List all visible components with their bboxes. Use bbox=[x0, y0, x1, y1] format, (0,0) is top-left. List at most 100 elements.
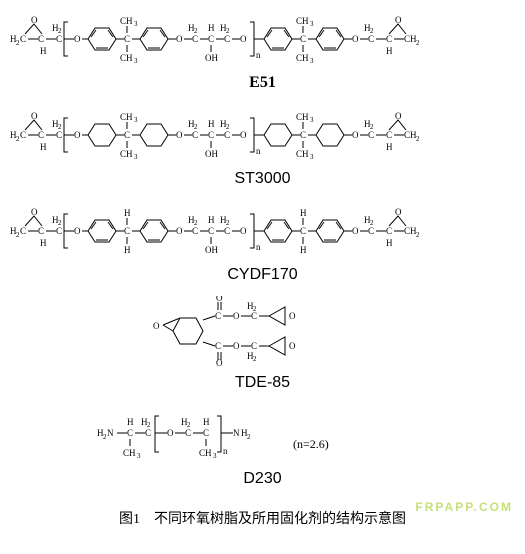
svg-text:O: O bbox=[352, 130, 359, 140]
structure-st3000: H2 C CH O CH2 O C CH3 CH3 O CH2 CH OH CH… bbox=[8, 104, 517, 162]
svg-text:O: O bbox=[176, 130, 183, 140]
svg-text:O: O bbox=[395, 207, 402, 217]
svg-text:C: C bbox=[224, 226, 230, 236]
svg-text:C: C bbox=[56, 34, 62, 44]
svg-text:H: H bbox=[124, 245, 131, 255]
svg-text:3: 3 bbox=[134, 153, 138, 161]
svg-text:n: n bbox=[256, 146, 261, 156]
svg-text:C: C bbox=[300, 226, 306, 236]
svg-text:2: 2 bbox=[226, 27, 230, 35]
svg-text:C: C bbox=[38, 34, 44, 44]
svg-text:O: O bbox=[352, 34, 359, 44]
svg-text:O: O bbox=[233, 311, 240, 321]
svg-text:C: C bbox=[368, 226, 374, 236]
svg-text:O: O bbox=[74, 34, 81, 44]
svg-text:C: C bbox=[38, 130, 44, 140]
svg-text:O: O bbox=[74, 226, 81, 236]
svg-text:CH: CH bbox=[120, 53, 133, 63]
svg-text:CH: CH bbox=[296, 149, 309, 159]
svg-text:C: C bbox=[56, 226, 62, 236]
svg-text:C: C bbox=[124, 34, 130, 44]
svg-text:2: 2 bbox=[370, 123, 374, 131]
svg-text:C: C bbox=[192, 130, 198, 140]
svg-text:H: H bbox=[124, 208, 131, 218]
svg-text:O: O bbox=[240, 34, 247, 44]
svg-text:2: 2 bbox=[226, 123, 230, 131]
svg-text:O: O bbox=[240, 130, 247, 140]
label-st3000: ST3000 bbox=[8, 170, 517, 188]
svg-text:2: 2 bbox=[247, 433, 251, 441]
structure-cydf170-svg: H2 C CH O CH2 O C H H O CH2 CH OH CH2 bbox=[8, 200, 518, 258]
svg-text:H: H bbox=[386, 142, 393, 152]
svg-text:2: 2 bbox=[58, 219, 62, 227]
svg-text:H: H bbox=[208, 23, 215, 33]
svg-text:C: C bbox=[124, 130, 130, 140]
svg-text:H: H bbox=[40, 142, 47, 152]
svg-text:O: O bbox=[31, 207, 38, 217]
svg-text:O: O bbox=[395, 15, 402, 25]
svg-text:3: 3 bbox=[137, 452, 141, 460]
svg-text:CH: CH bbox=[199, 448, 212, 458]
structure-d230: H2N CH CH3 CH2 O CH2 CH CH3 n NH2 (n=2.6… bbox=[8, 404, 517, 462]
svg-text:C: C bbox=[215, 341, 221, 351]
svg-text:OH: OH bbox=[205, 245, 218, 255]
svg-text:CH: CH bbox=[296, 112, 309, 122]
svg-text:C: C bbox=[208, 34, 214, 44]
structure-e51-svg: H 2 C C H O C H2 O C CH3 CH3 bbox=[8, 8, 518, 66]
svg-text:H: H bbox=[208, 215, 215, 225]
svg-text:2: 2 bbox=[58, 123, 62, 131]
svg-text:O: O bbox=[176, 226, 183, 236]
svg-text:CH: CH bbox=[296, 16, 309, 26]
svg-text:2: 2 bbox=[253, 355, 257, 363]
watermark: FRPAPP.COM bbox=[415, 500, 513, 514]
svg-text:C: C bbox=[56, 130, 62, 140]
caption-text: 不同环氧树脂及所用固化剂的结构示意图 bbox=[154, 512, 406, 527]
svg-text:OH: OH bbox=[205, 149, 218, 159]
label-cydf170: CYDF170 bbox=[8, 266, 517, 284]
svg-text:3: 3 bbox=[134, 20, 138, 28]
svg-text:2: 2 bbox=[194, 123, 198, 131]
svg-text:3: 3 bbox=[310, 57, 314, 65]
svg-text:n: n bbox=[256, 50, 261, 60]
svg-text:2: 2 bbox=[416, 39, 420, 47]
svg-text:C: C bbox=[224, 34, 230, 44]
svg-text:C: C bbox=[300, 34, 306, 44]
svg-text:N: N bbox=[107, 428, 114, 438]
svg-text:C: C bbox=[386, 226, 392, 236]
svg-text:O: O bbox=[216, 296, 223, 303]
svg-text:H: H bbox=[208, 119, 215, 129]
svg-text:O: O bbox=[240, 226, 247, 236]
svg-text:H: H bbox=[40, 238, 47, 248]
structure-cydf170: H2 C CH O CH2 O C H H O CH2 CH OH CH2 bbox=[8, 200, 517, 258]
svg-text:O: O bbox=[167, 428, 174, 438]
svg-text:CH: CH bbox=[120, 112, 133, 122]
svg-text:C: C bbox=[368, 34, 374, 44]
caption-prefix: 图1 bbox=[119, 512, 140, 527]
svg-text:CH: CH bbox=[296, 53, 309, 63]
svg-text:C: C bbox=[208, 130, 214, 140]
svg-text:3: 3 bbox=[310, 20, 314, 28]
svg-text:C: C bbox=[124, 226, 130, 236]
svg-text:3: 3 bbox=[213, 452, 217, 460]
svg-text:O: O bbox=[176, 34, 183, 44]
svg-text:CH: CH bbox=[120, 149, 133, 159]
svg-text:n: n bbox=[223, 446, 228, 456]
structure-st3000-svg: H2 C CH O CH2 O C CH3 CH3 O CH2 CH OH CH… bbox=[8, 104, 518, 162]
svg-text:C: C bbox=[20, 226, 26, 236]
svg-text:3: 3 bbox=[310, 116, 314, 124]
svg-text:H: H bbox=[300, 208, 307, 218]
structure-d230-svg: H2N CH CH3 CH2 O CH2 CH CH3 n NH2 (n=2.6… bbox=[93, 404, 433, 462]
svg-text:2: 2 bbox=[416, 135, 420, 143]
svg-text:C: C bbox=[185, 428, 191, 438]
svg-text:2: 2 bbox=[370, 219, 374, 227]
svg-text:O: O bbox=[395, 111, 402, 121]
svg-text:H: H bbox=[300, 245, 307, 255]
svg-text:H: H bbox=[203, 417, 210, 427]
svg-text:C: C bbox=[215, 311, 221, 321]
svg-text:O: O bbox=[352, 226, 359, 236]
svg-text:C: C bbox=[203, 428, 209, 438]
svg-text:O: O bbox=[74, 130, 81, 140]
svg-text:O: O bbox=[233, 341, 240, 351]
svg-text:CH: CH bbox=[123, 448, 136, 458]
d230-note: (n=2.6) bbox=[293, 437, 329, 451]
